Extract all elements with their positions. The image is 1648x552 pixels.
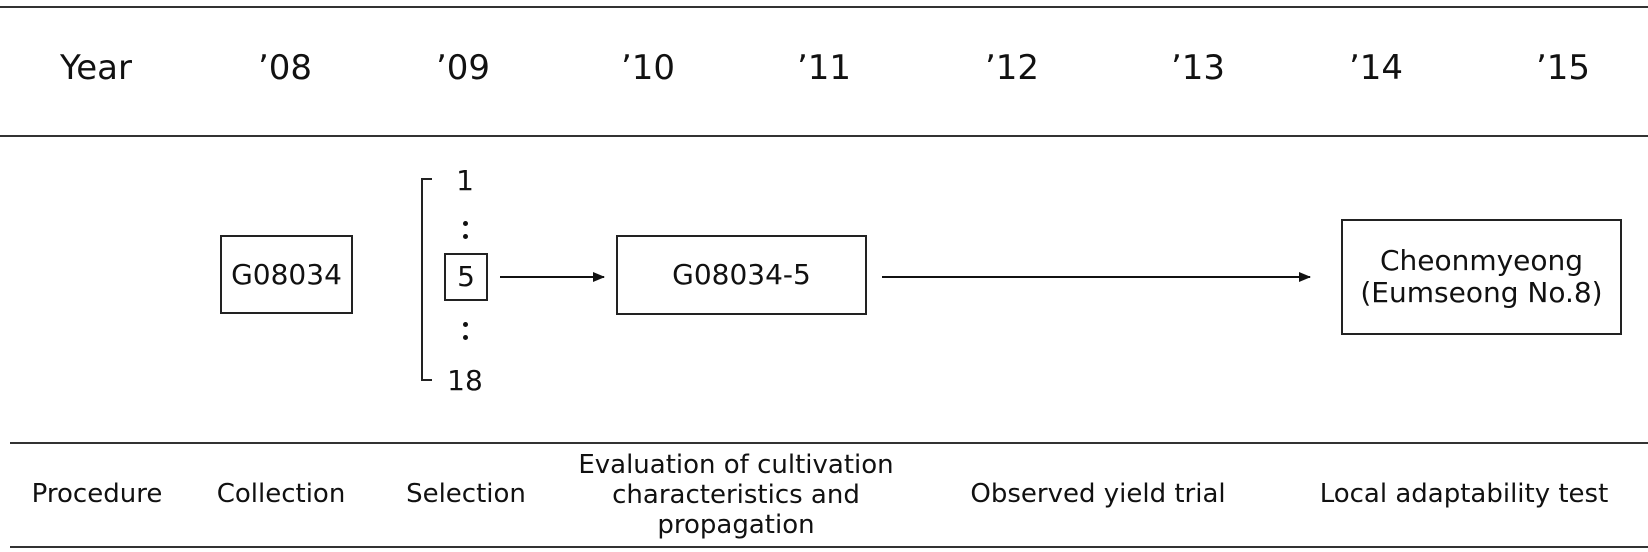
procedure-step-evaluation: Evaluation of cultivation characteristic… bbox=[578, 450, 894, 540]
evaluation-box: G08034-5 bbox=[616, 235, 867, 315]
footer-top-rule bbox=[10, 442, 1648, 444]
procedure-step-local-adaptability: Local adaptability test bbox=[1319, 479, 1609, 509]
year-15: ’15 bbox=[1535, 48, 1591, 88]
final-variety-name: Cheonmyeong bbox=[1379, 244, 1584, 277]
collection-box: G08034 bbox=[220, 235, 353, 314]
year-14: ’14 bbox=[1348, 48, 1404, 88]
evaluation-box-label: G08034-5 bbox=[672, 258, 811, 291]
procedure-step-observed-yield: Observed yield trial bbox=[970, 479, 1226, 509]
selection-bracket bbox=[421, 178, 432, 381]
procedure-step-collection: Collection bbox=[216, 479, 346, 509]
selection-first-label: 1 bbox=[456, 164, 474, 197]
procedure-header-label: Procedure bbox=[31, 479, 163, 509]
year-10: ’10 bbox=[620, 48, 676, 88]
final-variety-box: Cheonmyeong (Eumseong No.8) bbox=[1341, 219, 1622, 335]
procedure-step-selection: Selection bbox=[406, 479, 526, 509]
bottom-rule bbox=[10, 546, 1648, 548]
year-11: ’11 bbox=[796, 48, 852, 88]
selection-selected-box: 5 bbox=[444, 253, 488, 301]
header-rule bbox=[0, 135, 1648, 137]
top-rule bbox=[0, 6, 1648, 8]
year-header-label: Year bbox=[60, 48, 132, 88]
year-09: ’09 bbox=[435, 48, 491, 88]
selection-selected-label: 5 bbox=[457, 260, 475, 293]
collection-box-label: G08034 bbox=[231, 257, 342, 291]
selection-dots-upper bbox=[462, 221, 468, 247]
selection-dots-lower bbox=[462, 322, 468, 348]
selection-last-label: 18 bbox=[447, 364, 483, 397]
year-12: ’12 bbox=[984, 48, 1040, 88]
year-08: ’08 bbox=[257, 48, 313, 88]
final-variety-alias: (Eumseong No.8) bbox=[1360, 276, 1603, 309]
year-13: ’13 bbox=[1170, 48, 1226, 88]
